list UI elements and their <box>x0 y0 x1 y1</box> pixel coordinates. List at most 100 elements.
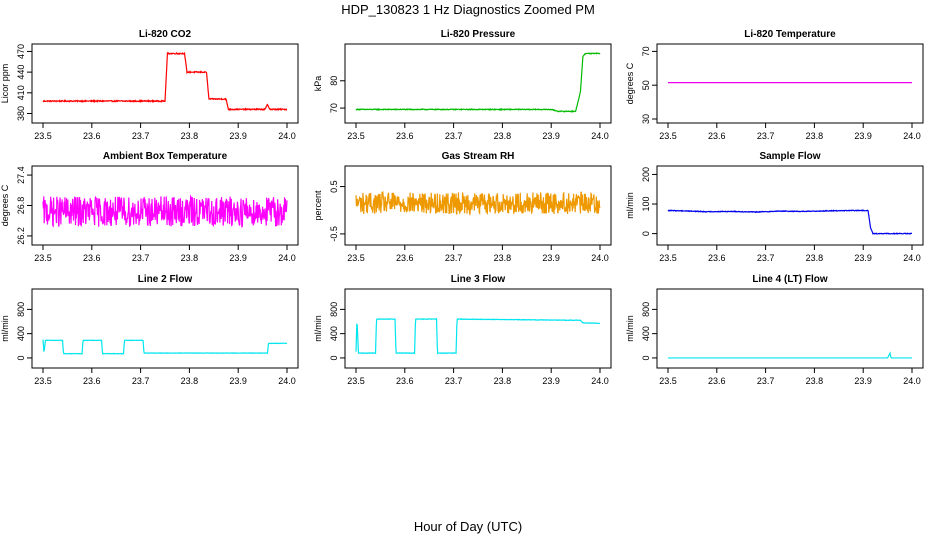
x-tick-label: 23.5 <box>347 131 365 141</box>
panels-grid: Li-820 CO2 23.5 23.6 23.7 23.8 23.9 24.0 380 410… <box>0 29 924 386</box>
x-tick-label: 23.9 <box>229 131 247 141</box>
series-line <box>355 190 601 217</box>
y-tick-label: 800 <box>16 302 26 317</box>
panel-8: Line 3 Flow 23.5 23.6 23.7 23.8 23.9 24.0 0 400 8… <box>313 274 612 386</box>
panel-title: Line 2 Flow <box>138 274 193 285</box>
y-axis-label: ml/min <box>0 315 10 342</box>
plot-frame <box>344 165 612 246</box>
x-tick-label: 23.8 <box>806 131 824 141</box>
x-tick-label: 23.8 <box>806 376 824 386</box>
x-tick-label: 23.6 <box>83 376 101 386</box>
series-line <box>42 194 288 228</box>
x-axis-label: Hour of Day (UTC) <box>414 519 522 534</box>
y-axis-label: ml/min <box>313 315 323 342</box>
x-tick-label: 23.8 <box>494 253 512 263</box>
x-tick-label: 23.5 <box>347 253 365 263</box>
panel-title: Ambient Box Temperature <box>103 151 228 162</box>
y-tick-label: 380 <box>16 106 26 121</box>
panel-4: Ambient Box Temperature 23.5 23.6 23.7 23.8 2… <box>0 151 299 263</box>
y-tick-label: 0.5 <box>329 180 339 193</box>
series-line <box>667 209 913 235</box>
x-tick-label: 23.7 <box>132 131 150 141</box>
plot-frame <box>31 288 299 369</box>
y-tick-label: -0.5 <box>329 226 339 242</box>
x-tick-label: 23.5 <box>659 376 677 386</box>
x-tick-label: 23.5 <box>659 253 677 263</box>
panel-title: Li-820 Temperature <box>744 29 836 40</box>
x-tick-label: 23.9 <box>229 253 247 263</box>
x-tick-label: 24.0 <box>591 253 609 263</box>
panel-1: Li-820 CO2 23.5 23.6 23.7 23.8 23.9 24.0 380 410… <box>0 29 299 141</box>
y-tick-label: 27.4 <box>16 166 26 184</box>
x-tick-label: 23.8 <box>494 376 512 386</box>
x-tick-label: 23.5 <box>34 376 52 386</box>
y-tick-label: 0 <box>641 231 651 236</box>
panel-title: Line 4 (LT) Flow <box>752 274 828 285</box>
plot-frame <box>344 288 612 369</box>
y-axis-label: kPa <box>313 76 323 92</box>
y-tick-label: 410 <box>16 85 26 100</box>
x-tick-label: 23.7 <box>445 131 463 141</box>
panel-3: Li-820 Temperature 23.5 23.6 23.7 23.8 23.9 24… <box>625 29 924 141</box>
y-tick-label: 400 <box>329 326 339 341</box>
panel-title: Gas Stream RH <box>442 151 515 162</box>
y-axis-label: ml/min <box>625 192 635 219</box>
series-line <box>355 317 601 355</box>
x-tick-label: 23.6 <box>83 253 101 263</box>
y-tick-label: 70 <box>329 103 339 113</box>
panel-title: Sample Flow <box>759 151 820 162</box>
y-tick-label: 70 <box>641 46 651 56</box>
y-tick-label: 100 <box>641 197 651 212</box>
plot-frame <box>656 43 924 124</box>
panel-title: Li-820 Pressure <box>441 29 516 40</box>
x-tick-label: 23.6 <box>708 253 726 263</box>
x-tick-label: 23.6 <box>396 253 414 263</box>
plot-frame <box>344 43 612 124</box>
x-tick-label: 23.7 <box>132 376 150 386</box>
y-axis-label: degrees C <box>0 184 10 226</box>
y-axis-label: degrees C <box>625 62 635 104</box>
y-tick-label: 400 <box>16 326 26 341</box>
y-tick-label: 470 <box>16 44 26 59</box>
x-tick-label: 24.0 <box>278 376 296 386</box>
x-tick-label: 23.9 <box>542 131 560 141</box>
y-tick-label: 0 <box>641 355 651 360</box>
x-tick-label: 23.9 <box>229 376 247 386</box>
series-line <box>668 351 912 359</box>
x-tick-label: 23.5 <box>347 376 365 386</box>
x-tick-label: 24.0 <box>591 376 609 386</box>
y-tick-label: 26.2 <box>16 227 26 245</box>
x-tick-label: 24.0 <box>278 131 296 141</box>
x-tick-label: 23.8 <box>181 376 199 386</box>
y-tick-label: 800 <box>641 302 651 317</box>
x-tick-label: 23.8 <box>181 131 199 141</box>
plot-frame <box>656 288 924 369</box>
panel-7: Line 2 Flow 23.5 23.6 23.7 23.8 23.9 24.0 0 400 8… <box>0 274 299 386</box>
y-tick-label: 26.8 <box>16 197 26 215</box>
x-tick-label: 23.9 <box>854 376 872 386</box>
series-line <box>42 51 288 112</box>
series-line <box>42 339 288 355</box>
x-tick-label: 23.7 <box>445 376 463 386</box>
plot-frame <box>31 43 299 124</box>
x-tick-label: 24.0 <box>903 253 921 263</box>
x-tick-label: 23.5 <box>34 253 52 263</box>
x-tick-label: 24.0 <box>591 131 609 141</box>
y-tick-label: 0 <box>329 355 339 360</box>
y-axis-label: Licor ppm <box>0 64 10 104</box>
panel-5: Gas Stream RH 23.5 23.6 23.7 23.8 23.9 24.0 -0.… <box>313 151 612 263</box>
panel-9: Line 4 (LT) Flow 23.5 23.6 23.7 23.8 23.9 24.0… <box>625 274 924 386</box>
plot-frame <box>656 165 924 246</box>
x-tick-label: 23.6 <box>83 131 101 141</box>
figure-title: HDP_130823 1 Hz Diagnostics Zoomed PM <box>341 2 595 17</box>
y-tick-label: 30 <box>641 114 651 124</box>
y-tick-label: 80 <box>329 76 339 86</box>
x-tick-label: 23.6 <box>708 376 726 386</box>
x-tick-label: 23.8 <box>494 131 512 141</box>
series-line <box>355 52 601 113</box>
y-tick-label: 0 <box>16 355 26 360</box>
x-tick-label: 23.6 <box>708 131 726 141</box>
panel-title: Line 3 Flow <box>451 274 506 285</box>
x-tick-label: 23.8 <box>806 253 824 263</box>
